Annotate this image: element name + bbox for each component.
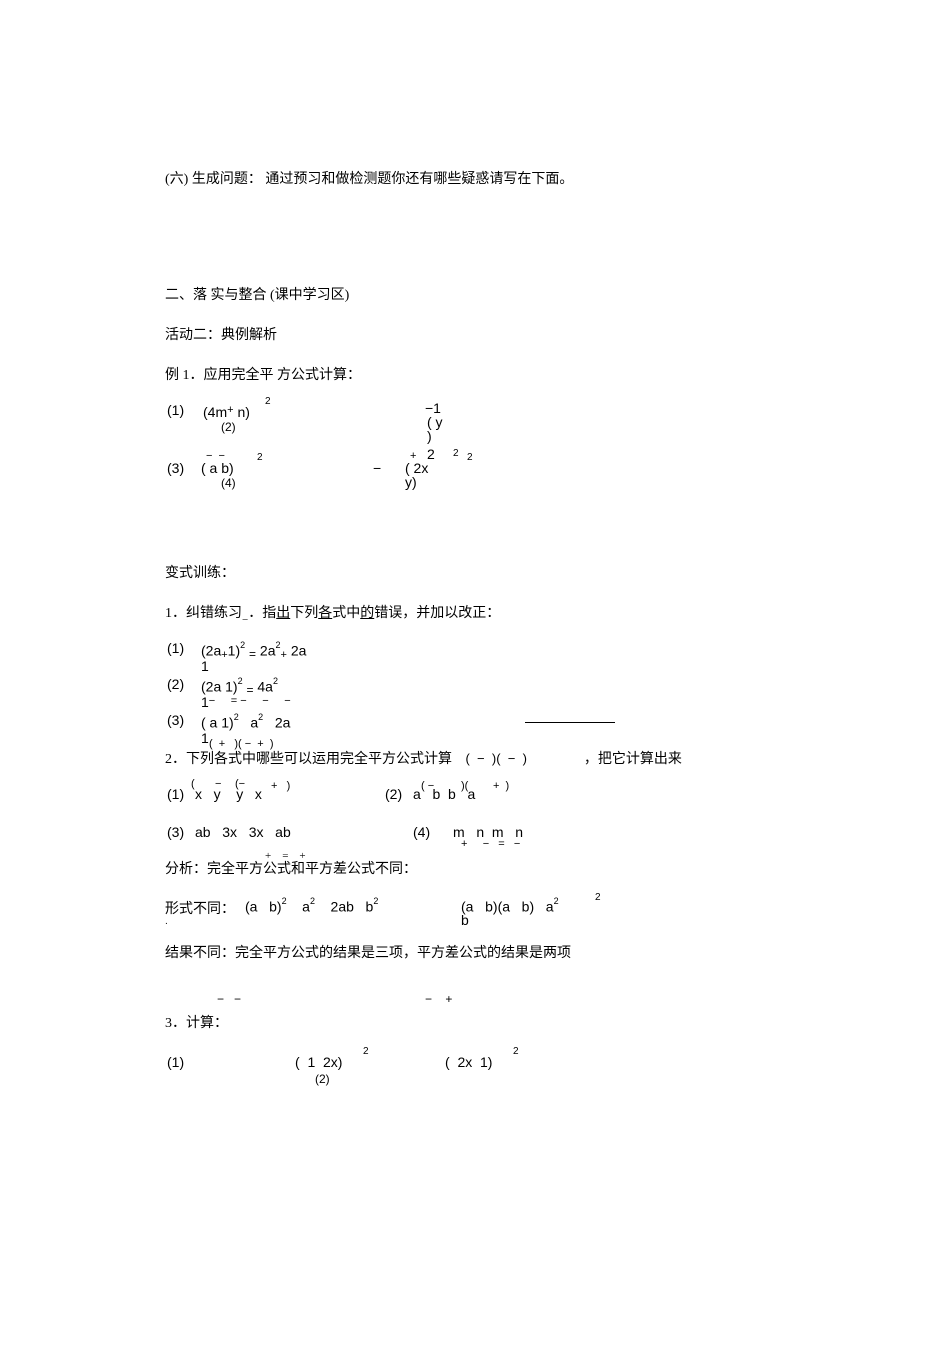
analysis-title: 分析：完全平方公式和平方差公式不同： + = + [165,858,785,878]
correction-title: 1．纠错练习−．指出下列各式中的错误，并加以改正： [165,602,785,622]
result-diff: 结果不同：完全平方公式的结果是三项，平方差公式的结果是两项 [165,942,785,962]
q2-i2-label: (2) [385,786,402,802]
q2-row-2: (3) ab 3x 3x ab (4) m n m n + − = − [165,824,785,848]
q2-i3-expr: ab 3x 3x ab [195,824,291,840]
ex1-sup-3: 2 [257,452,263,463]
corr-3-label: (3) [167,712,184,728]
ex1-num-2: (2) [221,420,236,434]
corr-3-cont: 1 [201,730,209,746]
ex1-label-3: (3) [167,460,184,476]
q3-i1-label: (1) [167,1054,184,1070]
ex1-sup-4a: 2 [453,448,459,459]
q2-i1-expr: x y y x [195,786,262,802]
ex1-sup-1: 2 [265,396,271,407]
ex1-4a: − [373,460,381,476]
corr-1-cont: 1 [201,658,209,674]
q2-title: 2．下列各式中哪些可以运用完全平方公式计算 ( + )( − + ) ( − )… [165,748,785,768]
corr-2: (2) (2a 1)2 = 4a2 1− = − − − [165,676,785,712]
q3-i1-sup: 2 [363,1046,369,1057]
q2-i4-label: (4) [413,824,430,840]
ex1-2c: ) [427,428,432,444]
ex1-expr-1: (4m+ n) [203,404,250,420]
form-diff: 形式不同： (a b)2 a2 2ab b2 (a b)(a b) a2 2 b… [165,894,785,926]
q3-i1-expr: ( 1 2x) [295,1054,342,1070]
ex1-sup-4b: 2 [467,452,473,463]
q2-i1-label: (1) [167,786,184,802]
ops-row: − − − + [165,992,785,1012]
corr-1-label: (1) [167,640,184,656]
q3-i2-expr: ( 2x 1) [445,1054,492,1070]
example-1-row-1: (1) (4m+ n) 2 (2) −1 ( y ) 2 [165,402,785,452]
example-1-title: 例 1．应用完全平 方公式计算： [165,364,785,384]
variation-title: 变式训练： [165,562,785,582]
corr-2-label: (2) [167,676,184,692]
ex1-4c: + [410,450,416,462]
corr-1-expr: (2a+1)2 = 2a2+ 2a [201,642,306,659]
corr-3-blank [525,722,615,723]
section-6-title: (六) 生成问题： 通过预习和做检测题你还有哪些疑惑请写在下面。 [165,170,785,190]
corr-2-expr: (2a 1)2 = 4a2 [201,678,278,695]
q3-row: (1) ( 1 2x) 2 (2) ( 2x 1) 2 [165,1050,785,1090]
section-2-title: 二、落 实与整合 (课中学习区) [165,284,785,304]
q3-i2-num: (2) [315,1072,330,1086]
corr-2-cont: 1− = − − − [201,694,291,710]
q2-row-1: (1) x y y x ( − (− + ) (2) a b b a ( − )… [165,786,785,810]
activity-2: 活动二：典例解析 [165,324,785,344]
example-1-row-2: (3) − − ( a b) 2 (4) − ( 2x + 2 2 y) [165,452,785,502]
corr-3-expr: ( a 1)2 a2 2a [201,714,290,731]
corr-1: (1) (2a+1)2 = 2a2+ 2a 1 [165,640,785,676]
q3-title: 3．计算： [165,1012,785,1032]
ex1-4d: y) [405,474,417,490]
ex1-expr-3: ( a b) [201,460,234,476]
ex1-num-4: (4) [221,476,236,490]
ex1-label-1: (1) [167,402,184,418]
q3-i2-sup: 2 [513,1046,519,1057]
q2-i3-label: (3) [167,824,184,840]
